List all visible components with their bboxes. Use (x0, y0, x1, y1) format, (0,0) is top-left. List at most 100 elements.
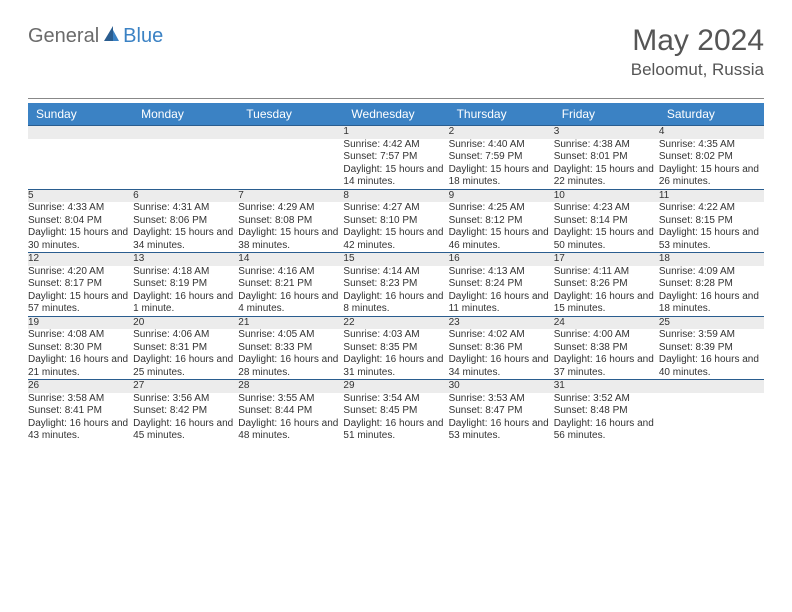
day-info-cell: Sunrise: 4:05 AMSunset: 8:33 PMDaylight:… (238, 329, 343, 380)
sunset-text: Sunset: 8:26 PM (554, 278, 659, 291)
daylight-text: Daylight: 16 hours and 1 minute. (133, 291, 238, 316)
day-info-cell: Sunrise: 4:38 AMSunset: 8:01 PMDaylight:… (554, 139, 659, 190)
daylight-text: Daylight: 16 hours and 45 minutes. (133, 418, 238, 443)
day-info-cell: Sunrise: 4:00 AMSunset: 8:38 PMDaylight:… (554, 329, 659, 380)
daylight-text: Daylight: 15 hours and 34 minutes. (133, 227, 238, 252)
day-number-cell: 19 (28, 316, 133, 329)
day-number-cell (28, 126, 133, 139)
day-info-cell: Sunrise: 3:59 AMSunset: 8:39 PMDaylight:… (659, 329, 764, 380)
sunset-text: Sunset: 8:21 PM (238, 278, 343, 291)
sunrise-text: Sunrise: 4:42 AM (343, 139, 448, 152)
day-info-cell: Sunrise: 4:14 AMSunset: 8:23 PMDaylight:… (343, 266, 448, 317)
daylight-text: Daylight: 16 hours and 21 minutes. (28, 354, 133, 379)
day-info-row: Sunrise: 4:20 AMSunset: 8:17 PMDaylight:… (28, 266, 764, 317)
day-number-row: 1234 (28, 126, 764, 139)
sail-icon (101, 24, 121, 49)
day-number-cell: 28 (238, 380, 343, 393)
sunrise-text: Sunrise: 4:05 AM (238, 329, 343, 342)
sunrise-text: Sunrise: 3:53 AM (449, 393, 554, 406)
sunset-text: Sunset: 8:01 PM (554, 151, 659, 164)
day-info-row: Sunrise: 4:08 AMSunset: 8:30 PMDaylight:… (28, 329, 764, 380)
sunset-text: Sunset: 8:19 PM (133, 278, 238, 291)
daylight-text: Daylight: 16 hours and 15 minutes. (554, 291, 659, 316)
day-info-cell: Sunrise: 4:40 AMSunset: 7:59 PMDaylight:… (449, 139, 554, 190)
day-number-cell: 21 (238, 316, 343, 329)
day-info-cell: Sunrise: 3:58 AMSunset: 8:41 PMDaylight:… (28, 393, 133, 443)
sunrise-text: Sunrise: 4:02 AM (449, 329, 554, 342)
day-number-cell: 15 (343, 253, 448, 266)
day-number-cell: 29 (343, 380, 448, 393)
day-number-cell: 6 (133, 189, 238, 202)
day-number-cell: 20 (133, 316, 238, 329)
daylight-text: Daylight: 16 hours and 37 minutes. (554, 354, 659, 379)
day-number-cell: 25 (659, 316, 764, 329)
day-number-cell (238, 126, 343, 139)
day-number-cell: 1 (343, 126, 448, 139)
daylight-text: Daylight: 16 hours and 34 minutes. (449, 354, 554, 379)
sunset-text: Sunset: 8:35 PM (343, 342, 448, 355)
sunrise-text: Sunrise: 4:11 AM (554, 266, 659, 279)
day-info-cell: Sunrise: 4:42 AMSunset: 7:57 PMDaylight:… (343, 139, 448, 190)
day-info-row: Sunrise: 4:33 AMSunset: 8:04 PMDaylight:… (28, 202, 764, 253)
day-info-cell: Sunrise: 3:53 AMSunset: 8:47 PMDaylight:… (449, 393, 554, 443)
daylight-text: Daylight: 16 hours and 25 minutes. (133, 354, 238, 379)
sunset-text: Sunset: 8:42 PM (133, 405, 238, 418)
sunrise-text: Sunrise: 4:09 AM (659, 266, 764, 279)
day-number-cell: 14 (238, 253, 343, 266)
sunrise-text: Sunrise: 4:38 AM (554, 139, 659, 152)
weekday-header: Tuesday (238, 103, 343, 126)
day-number-cell: 26 (28, 380, 133, 393)
daylight-text: Daylight: 15 hours and 18 minutes. (449, 164, 554, 189)
daylight-text: Daylight: 16 hours and 51 minutes. (343, 418, 448, 443)
daylight-text: Daylight: 15 hours and 22 minutes. (554, 164, 659, 189)
sunrise-text: Sunrise: 4:33 AM (28, 202, 133, 215)
daylight-text: Daylight: 16 hours and 43 minutes. (28, 418, 133, 443)
calendar-body: 1234 Sunrise: 4:42 AMSunset: 7:57 PMDayl… (28, 126, 764, 443)
weekday-header-row: Sunday Monday Tuesday Wednesday Thursday… (28, 103, 764, 126)
sunrise-text: Sunrise: 4:31 AM (133, 202, 238, 215)
day-number-cell: 8 (343, 189, 448, 202)
day-number-cell: 18 (659, 253, 764, 266)
weekday-header: Wednesday (343, 103, 448, 126)
daylight-text: Daylight: 16 hours and 18 minutes. (659, 291, 764, 316)
sunset-text: Sunset: 8:06 PM (133, 215, 238, 228)
daylight-text: Daylight: 16 hours and 56 minutes. (554, 418, 659, 443)
daylight-text: Daylight: 15 hours and 30 minutes. (28, 227, 133, 252)
day-number-cell: 24 (554, 316, 659, 329)
sunset-text: Sunset: 7:59 PM (449, 151, 554, 164)
sunset-text: Sunset: 8:12 PM (449, 215, 554, 228)
sunset-text: Sunset: 8:47 PM (449, 405, 554, 418)
day-number-cell: 10 (554, 189, 659, 202)
day-number-cell: 16 (449, 253, 554, 266)
location-label: Beloomut, Russia (631, 60, 764, 80)
daylight-text: Daylight: 15 hours and 42 minutes. (343, 227, 448, 252)
sunrise-text: Sunrise: 4:29 AM (238, 202, 343, 215)
day-info-cell (659, 393, 764, 443)
sunset-text: Sunset: 8:02 PM (659, 151, 764, 164)
day-info-cell (238, 139, 343, 190)
sunset-text: Sunset: 8:10 PM (343, 215, 448, 228)
brand-logo: General Blue (28, 24, 163, 49)
daylight-text: Daylight: 16 hours and 48 minutes. (238, 418, 343, 443)
calendar-table: Sunday Monday Tuesday Wednesday Thursday… (28, 103, 764, 443)
daylight-text: Daylight: 15 hours and 26 minutes. (659, 164, 764, 189)
title-block: May 2024 Beloomut, Russia (631, 24, 764, 80)
day-info-cell: Sunrise: 3:52 AMSunset: 8:48 PMDaylight:… (554, 393, 659, 443)
day-info-cell: Sunrise: 4:08 AMSunset: 8:30 PMDaylight:… (28, 329, 133, 380)
sunrise-text: Sunrise: 3:59 AM (659, 329, 764, 342)
day-info-cell: Sunrise: 3:56 AMSunset: 8:42 PMDaylight:… (133, 393, 238, 443)
sunset-text: Sunset: 8:44 PM (238, 405, 343, 418)
sunrise-text: Sunrise: 4:27 AM (343, 202, 448, 215)
daylight-text: Daylight: 16 hours and 53 minutes. (449, 418, 554, 443)
brand-text-left: General (28, 25, 99, 48)
header: General Blue May 2024 Beloomut, Russia (28, 24, 764, 80)
sunrise-text: Sunrise: 3:54 AM (343, 393, 448, 406)
weekday-header: Thursday (449, 103, 554, 126)
sunset-text: Sunset: 8:39 PM (659, 342, 764, 355)
sunset-text: Sunset: 7:57 PM (343, 151, 448, 164)
sunrise-text: Sunrise: 4:22 AM (659, 202, 764, 215)
day-number-cell: 30 (449, 380, 554, 393)
sunrise-text: Sunrise: 4:18 AM (133, 266, 238, 279)
day-number-cell: 3 (554, 126, 659, 139)
sunset-text: Sunset: 8:38 PM (554, 342, 659, 355)
